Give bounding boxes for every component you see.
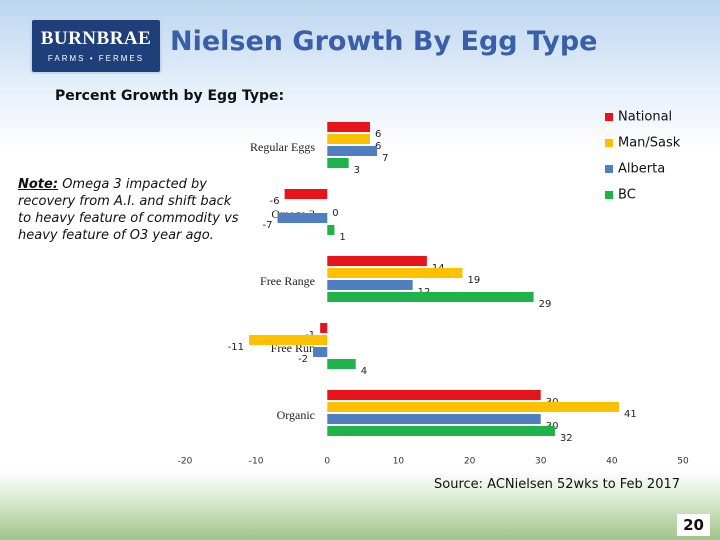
data-label: 19: [467, 275, 480, 286]
data-label: -2: [298, 354, 308, 365]
note-text: Omega 3 impacted by recovery from A.I. a…: [18, 177, 239, 243]
bar: [249, 335, 328, 345]
data-label: 3: [354, 165, 360, 176]
legend-swatch: [605, 113, 613, 121]
bar: [320, 323, 328, 333]
bar: [284, 189, 328, 199]
bar: [277, 213, 328, 223]
x-tick-label: 20: [464, 457, 476, 467]
x-tick-label: -10: [249, 457, 264, 467]
bar: [327, 426, 555, 436]
page-number: 20: [677, 514, 710, 536]
bar: [327, 280, 413, 290]
bar: [327, 402, 619, 412]
bar: [327, 359, 356, 369]
logo-tagline: FARMS • FERMES: [47, 54, 145, 63]
bar: [327, 414, 541, 424]
x-tick-label: 10: [393, 457, 405, 467]
data-label: -7: [263, 220, 273, 231]
note-label: Note:: [18, 177, 59, 192]
chart-subtitle: Percent Growth by Egg Type:: [55, 88, 285, 104]
data-label: 29: [539, 299, 552, 310]
bar: [327, 146, 378, 156]
data-label: 6: [375, 129, 381, 140]
legend-swatch: [605, 139, 613, 147]
legend-swatch: [605, 165, 613, 173]
legend-label: National: [618, 110, 672, 125]
data-label: 6: [375, 141, 381, 152]
x-tick-label: -20: [178, 457, 193, 467]
note: Note: Omega 3 impacted by recovery from …: [18, 176, 240, 244]
data-label: 0: [332, 208, 338, 219]
data-label: 1: [339, 232, 345, 243]
data-label: -6: [270, 196, 280, 207]
category-label: Free Range: [260, 274, 315, 288]
legend-label: Man/Sask: [618, 136, 681, 151]
data-label: 4: [361, 366, 367, 377]
bar: [313, 347, 328, 357]
legend-swatch: [605, 191, 613, 199]
x-tick-label: 0: [324, 457, 330, 467]
bar: [327, 256, 427, 266]
bar: [327, 268, 463, 278]
bar: [327, 158, 349, 168]
legend-label: BC: [618, 188, 636, 203]
data-label: -11: [228, 342, 244, 353]
legend-label: Alberta: [618, 162, 665, 177]
data-label: 32: [560, 433, 573, 444]
category-label: Regular Eggs: [250, 140, 315, 154]
chart-title: Nielsen Growth By Egg Type: [170, 26, 598, 57]
bar: [327, 225, 335, 235]
logo-name: BURNBRAE: [40, 28, 152, 49]
x-tick-label: 40: [606, 457, 618, 467]
data-label: 7: [382, 153, 388, 164]
logo: BURNBRAE FARMS • FERMES: [30, 18, 162, 74]
bar: [327, 122, 370, 132]
source: Source: ACNielsen 52wks to Feb 2017: [434, 477, 681, 492]
x-tick-label: 30: [535, 457, 547, 467]
bar: [327, 292, 534, 302]
x-tick-label: 50: [677, 457, 689, 467]
bar: [327, 134, 370, 144]
data-label: 41: [624, 409, 637, 420]
bar: [327, 390, 541, 400]
category-label: Organic: [277, 408, 315, 422]
